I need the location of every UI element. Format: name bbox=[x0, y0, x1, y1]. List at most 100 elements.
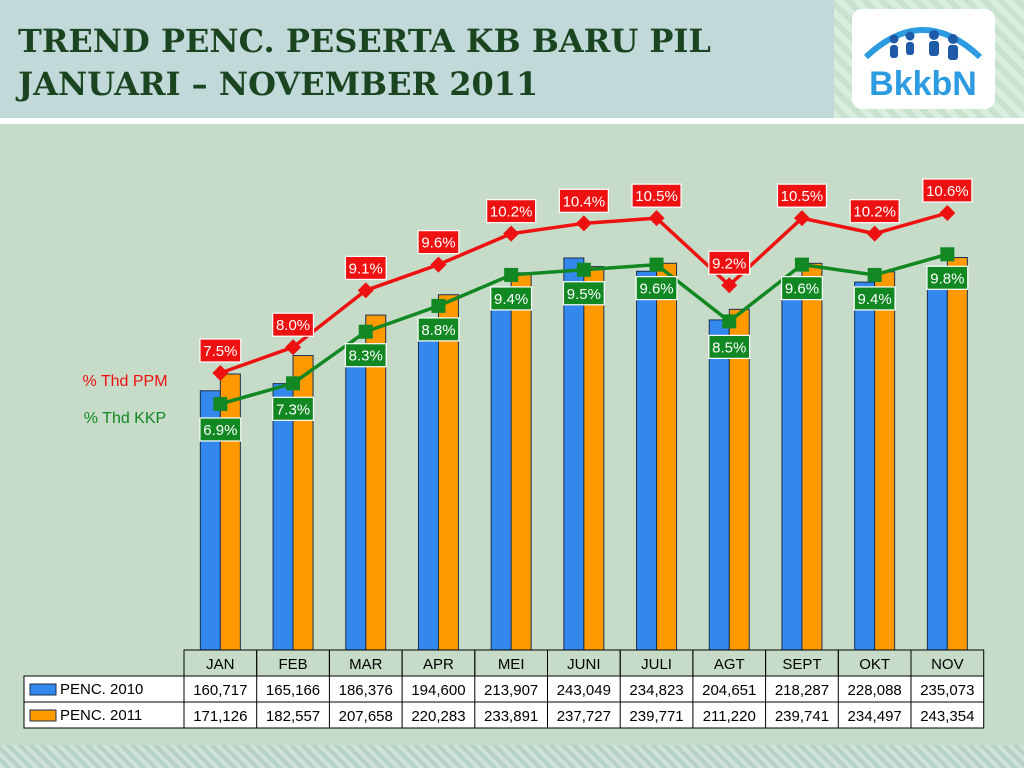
marker-kkp-apr bbox=[431, 298, 446, 313]
table-cell-2010-sept: 218,287 bbox=[775, 682, 829, 699]
label-box-ppm-sept bbox=[776, 183, 828, 208]
marker-ppm-mei bbox=[503, 225, 520, 242]
label-kkp-juli: 9.6% bbox=[639, 281, 673, 298]
bar-2011-jan bbox=[219, 373, 241, 651]
label-box-ppm-agt bbox=[708, 250, 751, 275]
marker-ppm-sept bbox=[793, 210, 810, 227]
label-ppm-juni: 10.4% bbox=[563, 193, 606, 210]
table-header-juli: JULI bbox=[641, 656, 672, 673]
logo-people-icon bbox=[889, 30, 958, 60]
label-ppm-jan: 7.5% bbox=[203, 343, 237, 360]
label-ppm-okt: 10.2% bbox=[853, 204, 896, 221]
label-kkp-agt: 8.5% bbox=[712, 339, 746, 356]
label-ppm-juli: 10.5% bbox=[635, 188, 678, 205]
marker-kkp-mei bbox=[504, 267, 519, 282]
marker-ppm-mar bbox=[357, 282, 374, 299]
table-cell-2011-sept: 239,741 bbox=[775, 708, 829, 725]
bar-2010-agt bbox=[708, 319, 730, 651]
table-header-jan: JAN bbox=[206, 656, 234, 673]
label-kkp-jan: 6.9% bbox=[203, 422, 237, 439]
label-box-ppm-juni bbox=[558, 188, 609, 213]
label-ppm-feb: 8.0% bbox=[276, 317, 310, 334]
table-cell-2011-apr: 220,283 bbox=[411, 708, 465, 725]
legend-swatch-2010 bbox=[29, 683, 57, 696]
marker-ppm-nov bbox=[939, 205, 956, 221]
bar-2011-agt bbox=[728, 308, 750, 651]
label-box-ppm-juli bbox=[631, 183, 682, 208]
logo-graphic: BkkbN bbox=[863, 27, 983, 103]
bar-2011-juni bbox=[583, 266, 605, 651]
bar-2010-mei bbox=[490, 304, 512, 651]
legend-swatch-2011 bbox=[29, 709, 57, 722]
table-cell-2010-juni: 243,049 bbox=[557, 682, 611, 699]
label-box-kkp-mar bbox=[344, 343, 387, 368]
label-kkp-juni: 9.5% bbox=[567, 286, 601, 303]
bkkbn-logo: BkkbN bbox=[852, 9, 995, 109]
bar-2010-apr bbox=[417, 335, 439, 651]
label-box-ppm-jan bbox=[199, 338, 242, 363]
label-box-kkp-apr bbox=[417, 317, 460, 342]
logo-arc-icon bbox=[863, 27, 983, 60]
title-line-2: JANUARI – NOVEMBER 2011 bbox=[18, 65, 539, 103]
table-cell-2010-okt: 228,088 bbox=[848, 682, 902, 699]
label-kkp-mei: 9.4% bbox=[494, 291, 528, 308]
label-box-kkp-sept bbox=[780, 276, 823, 301]
marker-kkp-nov bbox=[940, 247, 955, 262]
table-cell-2010-jan: 160,717 bbox=[193, 682, 247, 699]
bar-2010-juli bbox=[636, 270, 658, 651]
table-cell-2010-mei: 213,907 bbox=[484, 682, 538, 699]
title-line-1: TREND PENC. PESERTA KB BARU PIL bbox=[18, 22, 711, 60]
table-header-nov: NOV bbox=[931, 656, 964, 673]
bar-2010-feb bbox=[272, 383, 294, 651]
bar-2011-okt bbox=[874, 271, 896, 651]
table-cell-2010-nov: 235,073 bbox=[920, 682, 974, 699]
label-box-ppm-feb bbox=[272, 312, 315, 337]
label-box-kkp-juni bbox=[562, 281, 605, 306]
marker-kkp-mar bbox=[358, 324, 373, 339]
marker-kkp-jan bbox=[213, 396, 228, 411]
label-kkp-nov: 9.8% bbox=[930, 270, 964, 287]
marker-kkp-sept bbox=[794, 257, 809, 272]
table-header-agt: AGT bbox=[714, 656, 745, 673]
table-cell-2011-okt: 234,497 bbox=[848, 708, 902, 725]
table-cell-2011-feb: 182,557 bbox=[266, 708, 320, 725]
label-box-kkp-nov bbox=[926, 265, 969, 290]
table-cell-2011-jan: 171,126 bbox=[193, 708, 247, 725]
table-cell-2010-juli: 234,823 bbox=[629, 682, 683, 699]
table-cell-2011-juli: 239,771 bbox=[629, 708, 683, 725]
legend-label-2011: PENC. 2011 bbox=[60, 707, 142, 724]
page-title: TREND PENC. PESERTA KB BARU PIL JANUARI … bbox=[18, 20, 711, 106]
bar-2011-apr bbox=[437, 294, 459, 651]
table-cell-2010-agt: 204,651 bbox=[702, 682, 756, 699]
table-header-okt: OKT bbox=[859, 656, 890, 673]
label-kkp-okt: 9.4% bbox=[858, 291, 892, 308]
logo-text: BkkbN bbox=[869, 65, 977, 103]
label-kkp-apr: 8.8% bbox=[421, 322, 455, 339]
label-ppm-nov: 10.6% bbox=[926, 183, 969, 200]
table-header-apr: APR bbox=[423, 656, 454, 673]
bar-2011-juli bbox=[656, 262, 678, 651]
legend-ppm: % Thd PPM bbox=[82, 373, 167, 390]
label-ppm-mei: 10.2% bbox=[490, 204, 533, 221]
marker-ppm-okt bbox=[866, 225, 883, 242]
marker-ppm-jan bbox=[212, 365, 229, 381]
label-ppm-mar: 9.1% bbox=[349, 260, 383, 277]
label-kkp-sept: 9.6% bbox=[785, 281, 819, 298]
bar-2010-nov bbox=[926, 270, 948, 651]
table-cell-2011-agt: 211,220 bbox=[703, 708, 756, 725]
marker-kkp-agt bbox=[722, 314, 737, 329]
label-kkp-feb: 7.3% bbox=[276, 401, 310, 418]
table-cell-2011-mar: 207,658 bbox=[339, 708, 393, 725]
legend-kkp: % Thd KKP bbox=[84, 410, 166, 427]
bar-2010-sept bbox=[781, 297, 803, 651]
label-box-ppm-nov bbox=[922, 178, 973, 203]
label-box-kkp-jan bbox=[199, 417, 242, 442]
legend-label-2010: PENC. 2010 bbox=[60, 681, 143, 698]
table-header-feb: FEB bbox=[278, 656, 307, 673]
label-box-kkp-okt bbox=[853, 286, 896, 311]
label-box-kkp-mei bbox=[490, 286, 533, 311]
label-ppm-apr: 9.6% bbox=[421, 235, 455, 252]
bar-2011-mei bbox=[510, 272, 532, 651]
marker-ppm-apr bbox=[430, 256, 447, 273]
